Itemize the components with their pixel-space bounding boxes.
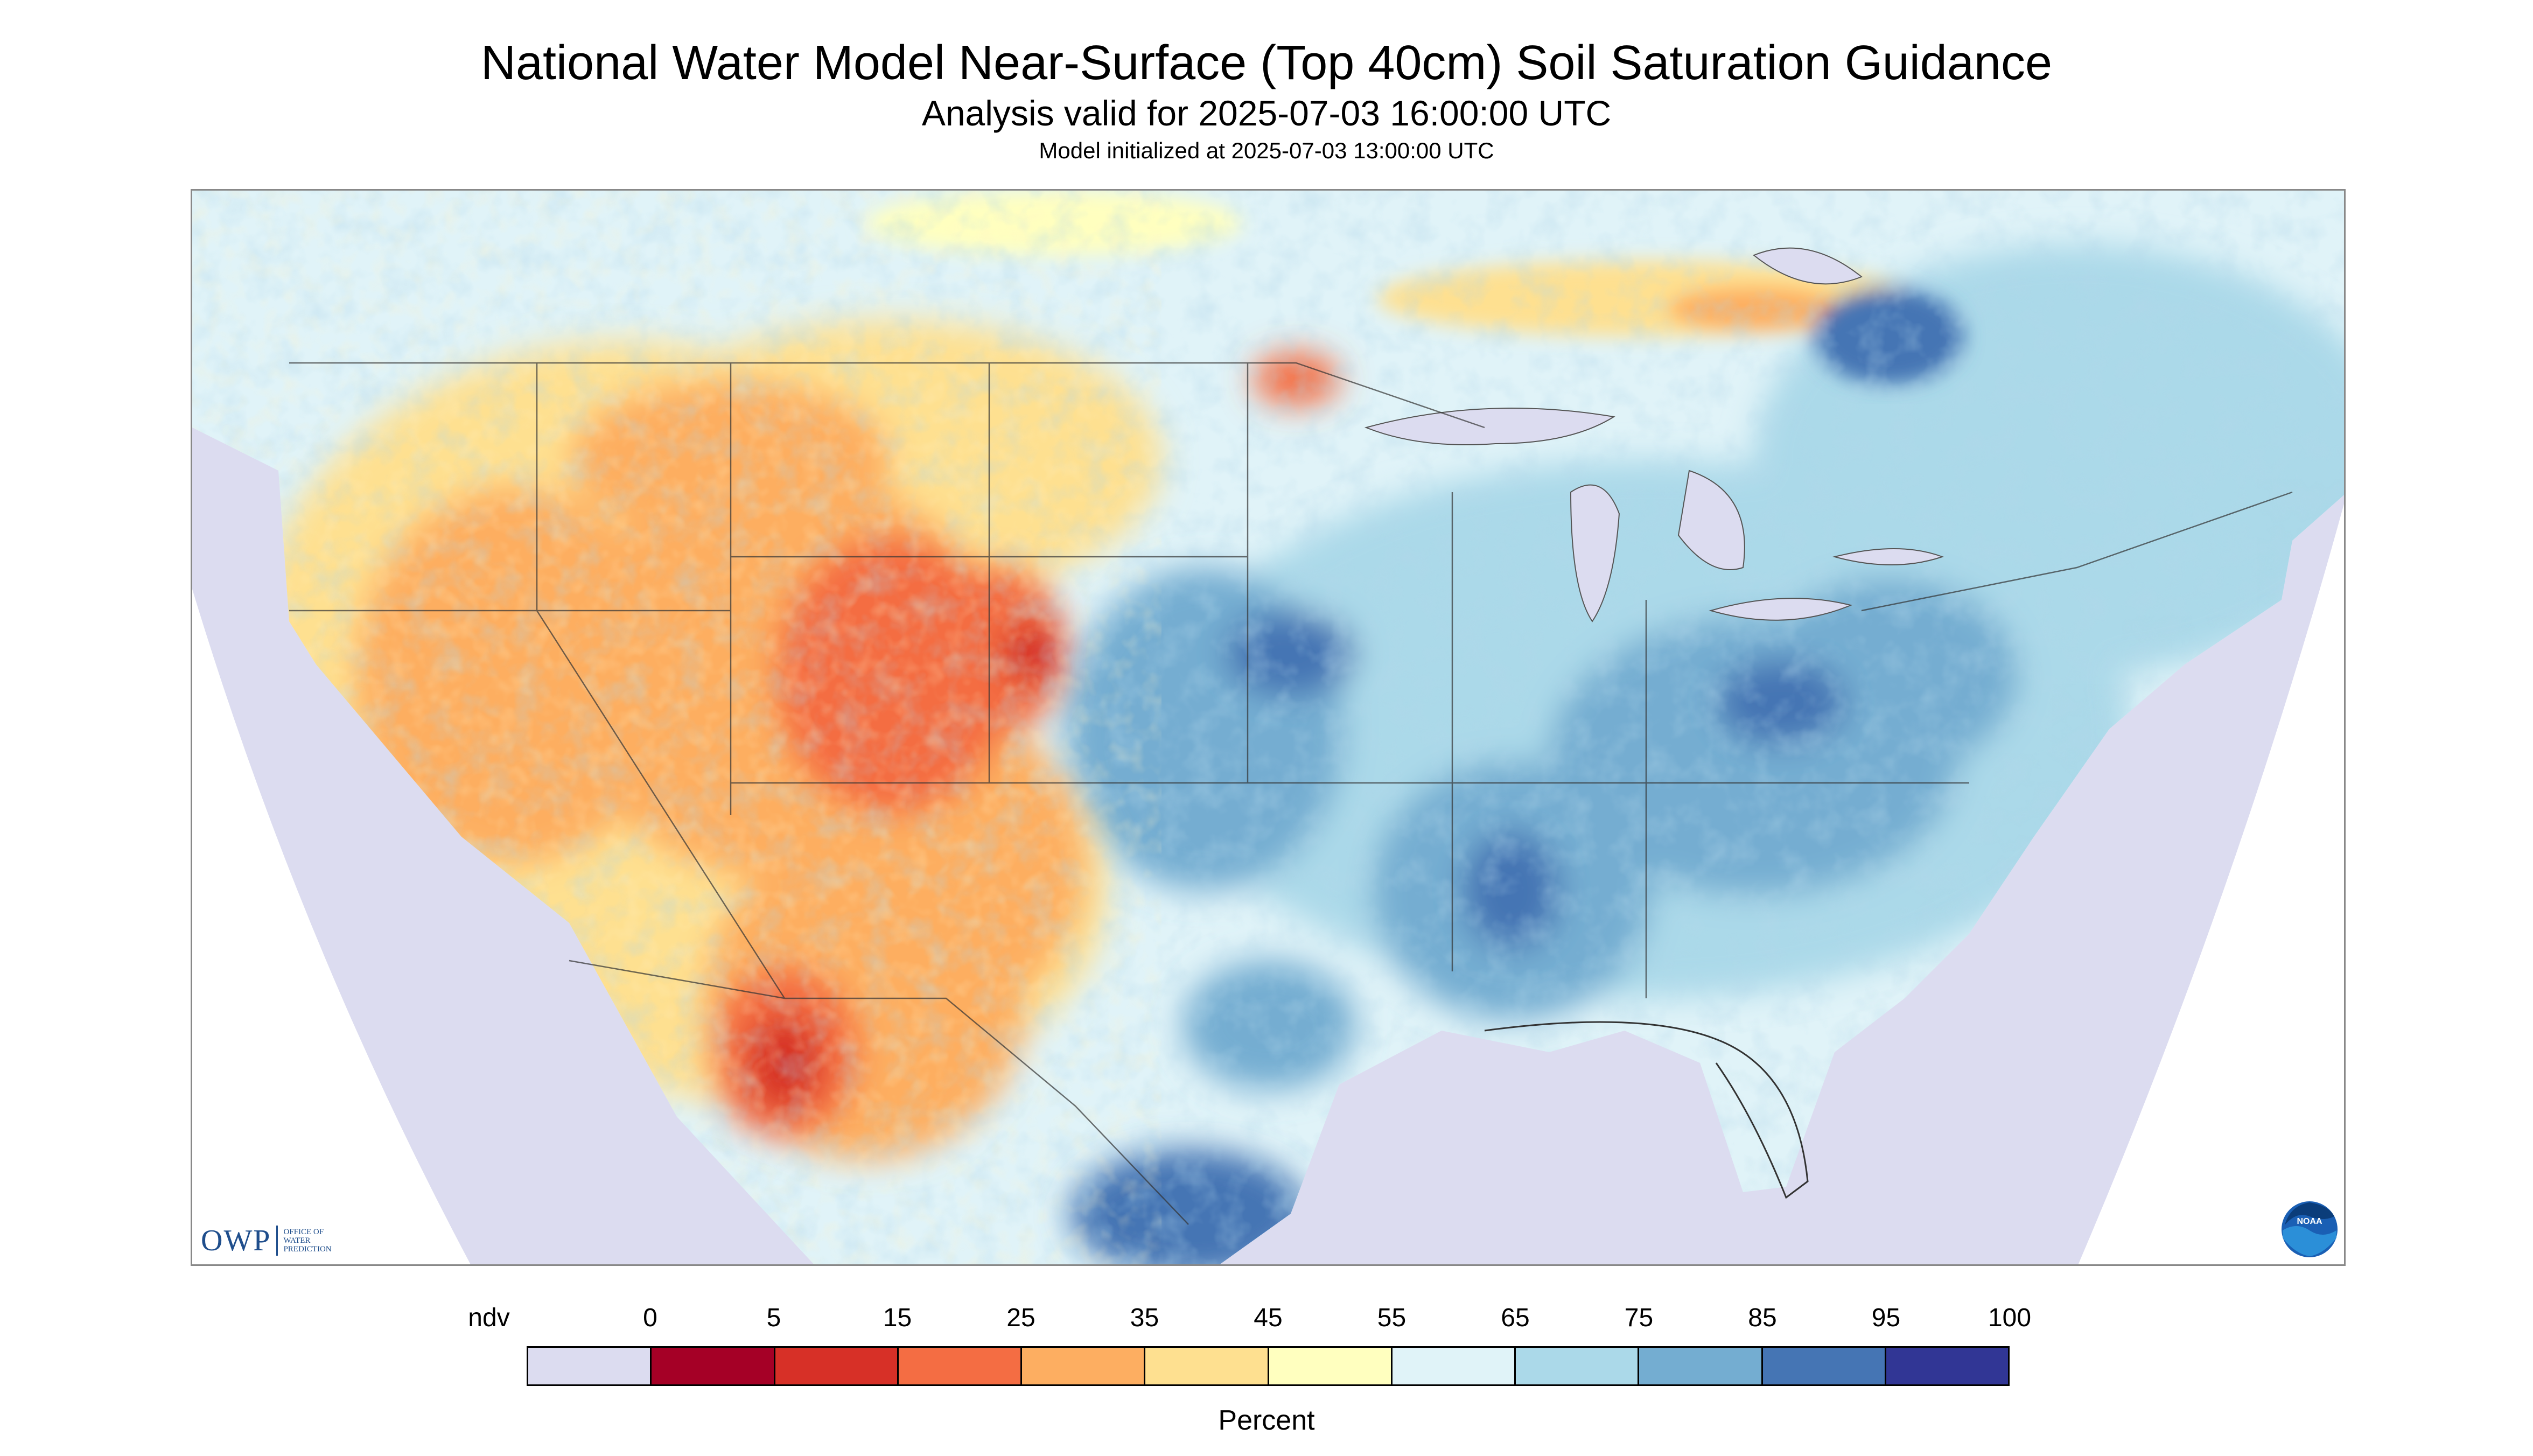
legend-swatch	[898, 1348, 1022, 1384]
owp-line-2: WATER	[283, 1236, 311, 1245]
legend-tick-label: 95	[1871, 1304, 1901, 1332]
legend-tick-label: 85	[1748, 1304, 1777, 1332]
legend-tick-label: 0	[643, 1304, 657, 1332]
model-init-time: Model initialized at 2025-07-03 13:00:00…	[1039, 138, 1494, 163]
legend-tick-label: 75	[1624, 1304, 1654, 1332]
legend-swatch	[1516, 1348, 1640, 1384]
outside-domain-right	[2078, 503, 2344, 1264]
legend-tick-label: 65	[1501, 1304, 1530, 1332]
owp-lines: OFFICE OF WATER PREDICTION	[283, 1228, 331, 1254]
legend-tick-label: 15	[883, 1304, 912, 1332]
legend-tick-label: 25	[1006, 1304, 1035, 1332]
map-svg	[192, 191, 2344, 1264]
gulf-coast	[1484, 1021, 1809, 1199]
legend-swatch	[1886, 1348, 2008, 1384]
legend-swatch	[1762, 1348, 1886, 1384]
map-title: National Water Model Near-Surface (Top 4…	[480, 36, 2052, 90]
legend-swatch	[1269, 1348, 1393, 1384]
legend-swatch	[1639, 1348, 1763, 1384]
legend-swatch	[775, 1348, 899, 1384]
legend-tick-label: 55	[1377, 1304, 1407, 1332]
soil-saturation-map: OWP OFFICE OF WATER PREDICTION NOAA	[191, 189, 2346, 1266]
legend-title: Percent	[1218, 1405, 1315, 1436]
owp-divider	[276, 1226, 278, 1256]
noaa-logo: NOAA	[2282, 1201, 2338, 1257]
noaa-text: NOAA	[2297, 1217, 2322, 1226]
legend-tick-label: 35	[1130, 1304, 1159, 1332]
owp-line-1: OFFICE OF	[283, 1228, 324, 1236]
owp-mark: OWP	[201, 1224, 271, 1257]
legend-swatch	[652, 1348, 775, 1384]
boundaries	[289, 362, 2293, 1225]
legend-swatch	[1145, 1348, 1269, 1384]
great-lakes	[1364, 247, 1944, 622]
color-legend	[527, 1346, 2010, 1386]
legend-tick-label: 5	[766, 1304, 781, 1332]
owp-logo: OWP OFFICE OF WATER PREDICTION	[201, 1224, 332, 1257]
legend-tick-label: 45	[1254, 1304, 1283, 1332]
owp-line-3: PREDICTION	[283, 1245, 332, 1254]
legend-tick-label: 100	[1988, 1304, 2032, 1332]
legend-swatch	[1022, 1348, 1146, 1384]
legend-swatch	[1392, 1348, 1516, 1384]
legend-tick-label: ndv	[468, 1304, 510, 1332]
outside-domain-left	[192, 589, 471, 1264]
map-subtitle: Analysis valid for 2025-07-03 16:00:00 U…	[921, 93, 1612, 133]
legend-swatch	[528, 1348, 652, 1384]
